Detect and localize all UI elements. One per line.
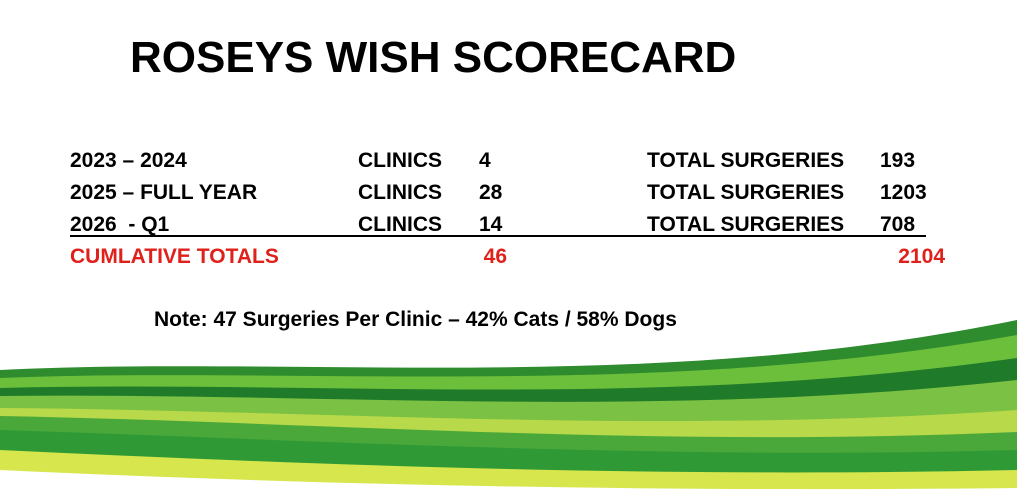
title: ROSEYS WISH SCORECARD	[130, 33, 737, 82]
clinics-count: 4	[479, 149, 491, 172]
surgeries-label: TOTAL SURGERIES	[647, 213, 845, 236]
surgeries-label: TOTAL SURGERIES	[647, 181, 845, 204]
surgeries-count: 708	[880, 213, 916, 236]
totals-clinics: 46	[483, 245, 507, 268]
surgeries-label: TOTAL SURGERIES	[647, 149, 845, 172]
surgeries-count: 193	[880, 149, 916, 172]
clinics-label: CLINICS	[358, 149, 442, 172]
green-wave	[0, 320, 1017, 500]
clinics-count: 14	[479, 213, 503, 236]
totals-label: CUMLATIVE TOTALS	[70, 245, 279, 268]
underline	[70, 235, 926, 237]
period: 2026 - Q1	[70, 213, 170, 236]
surgeries-count: 1203	[880, 181, 927, 204]
clinics-label: CLINICS	[358, 181, 442, 204]
clinics-label: CLINICS	[358, 213, 442, 236]
period: 2025 – FULL YEAR	[70, 181, 258, 204]
period: 2023 – 2024	[70, 149, 187, 172]
totals-surgeries: 2104	[898, 245, 945, 268]
note: Note: 47 Surgeries Per Clinic – 42% Cats…	[154, 308, 677, 331]
clinics-count: 28	[479, 181, 503, 204]
